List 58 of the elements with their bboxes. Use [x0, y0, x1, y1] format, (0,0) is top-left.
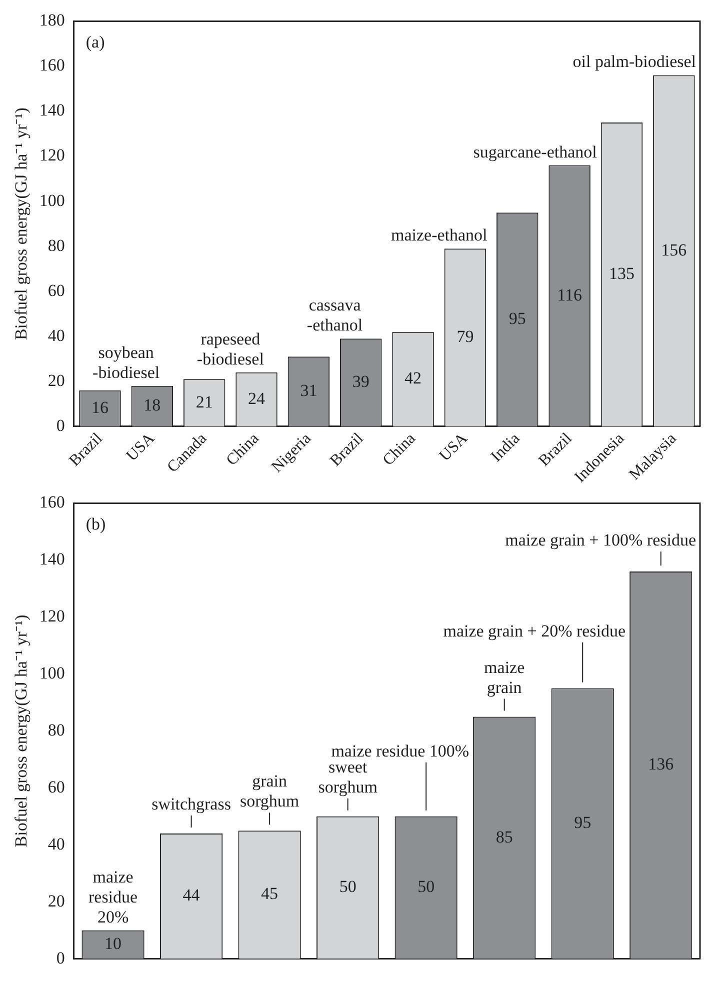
data-label: 156 [661, 240, 687, 260]
data-label: 116 [557, 285, 582, 304]
y-tick-label: 20 [48, 891, 65, 910]
y-tick-label: 120 [39, 606, 65, 626]
y-axis-title: Biofuel gross energy(GJ ha⁻¹ yr⁻¹) [12, 614, 31, 848]
data-label: 16 [91, 398, 108, 417]
annotation: cassava -ethanol [306, 296, 363, 335]
y-tick-label: 60 [48, 280, 65, 300]
y-tick-label: 0 [56, 416, 65, 435]
annotation: maize-ethanol [390, 226, 488, 245]
text: (a) [86, 32, 105, 52]
data-label: 45 [261, 884, 278, 904]
data-label: 95 [508, 308, 526, 328]
annotation: grain sorghum [240, 772, 300, 811]
x-tick-label: India [488, 430, 524, 466]
y-tick-label: 100 [39, 190, 65, 210]
annotation: maize grain [484, 658, 525, 697]
annotation: maize grain + 20% residue [443, 621, 626, 640]
text: (b) [86, 514, 106, 534]
data-label: 50 [339, 877, 356, 896]
y-tick-label: 140 [39, 100, 65, 120]
data-label: 79 [456, 326, 474, 346]
y-tick-label: 80 [48, 236, 65, 255]
data-label: 31 [300, 381, 318, 400]
y-tick-label: 20 [48, 370, 65, 390]
data-label: 10 [104, 934, 122, 954]
annotation: soybean -biodiesel [92, 342, 160, 382]
data-label: 42 [404, 368, 422, 388]
data-label: 95 [574, 813, 592, 832]
y-tick-label: 160 [39, 492, 65, 512]
y-tick-label: 160 [39, 56, 65, 75]
data-label: 39 [352, 372, 370, 392]
y-tick-label: 80 [48, 720, 65, 740]
annotation: sugarcane-ethanol [473, 142, 598, 162]
data-label: 21 [196, 392, 213, 412]
data-label: 50 [418, 877, 435, 896]
y-axis-title: Biofuel gross energy(GJ ha⁻¹ yr⁻¹) [12, 108, 31, 340]
data-label: 18 [144, 396, 161, 415]
y-tick-label: 180 [39, 10, 65, 30]
data-label: 44 [182, 886, 200, 905]
y-tick-label: 0 [56, 948, 65, 968]
y-tick-label: 100 [39, 664, 65, 683]
data-label: 136 [648, 754, 674, 774]
x-tick-label: USA [436, 430, 472, 465]
data-label: 24 [248, 388, 266, 408]
y-tick-label: 40 [48, 326, 65, 345]
data-label: 135 [608, 264, 634, 283]
y-tick-label: 120 [39, 146, 65, 165]
y-tick-label: 140 [39, 550, 65, 569]
annotation: rapeseed -biodiesel [196, 329, 264, 368]
annotation: switchgrass [152, 794, 231, 814]
y-tick-label: 40 [48, 834, 65, 854]
annotation: oil palm-biodiesel [572, 52, 696, 72]
y-tick-label: 60 [48, 777, 65, 796]
annotation: maize grain + 100% residue [505, 530, 696, 550]
x-tick-label: USA [123, 430, 158, 465]
data-label: 85 [496, 827, 513, 846]
annotation: maize residue 20% [88, 867, 138, 926]
